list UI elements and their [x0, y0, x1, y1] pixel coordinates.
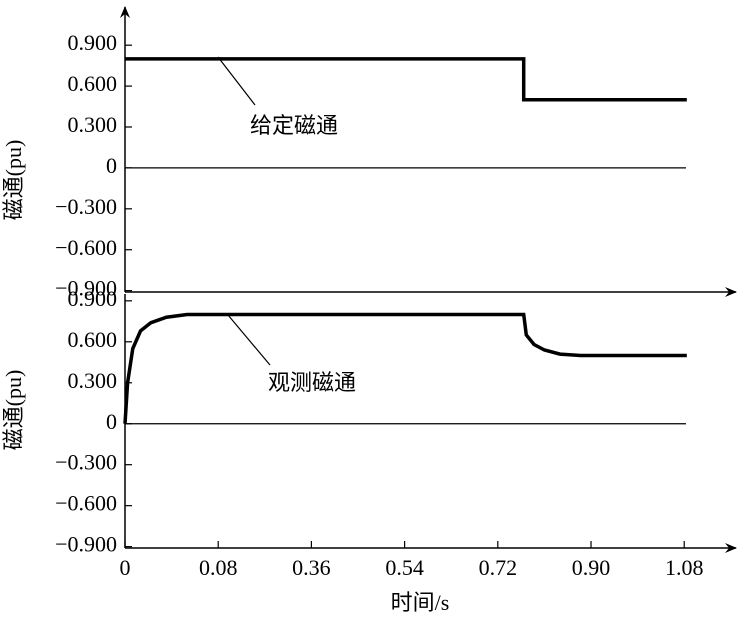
y-tick-label: −0.300: [55, 450, 117, 475]
y-axis-label: 磁通(pu): [1, 370, 26, 451]
y-tick-label: −0.600: [55, 491, 117, 516]
y-tick-label: −0.300: [55, 194, 117, 219]
y-tick-label: 0.900: [68, 30, 118, 55]
annotation: 观测磁通: [268, 370, 356, 395]
x-tick-label: 0.54: [385, 555, 424, 580]
y-tick-label: −0.900: [55, 276, 117, 301]
x-tick-label: 1.08: [665, 555, 704, 580]
x-tick-label: 0: [120, 555, 131, 580]
x-tick-label: 0.08: [199, 555, 238, 580]
y-tick-label: −0.900: [55, 532, 117, 557]
x-axis-label: 时间/s: [391, 590, 450, 615]
y-tick-label: 0.900: [68, 286, 118, 311]
x-tick-label: 0.90: [572, 555, 611, 580]
annotation-leader: [217, 56, 256, 106]
y-tick-label: 0: [106, 409, 117, 434]
y-tick-label: 0.600: [68, 71, 118, 96]
y-tick-label: 0.600: [68, 327, 118, 352]
x-tick-label: 0.36: [292, 555, 331, 580]
y-tick-label: 0.300: [68, 368, 118, 393]
y-tick-label: −0.600: [55, 235, 117, 260]
y-tick-label: 0: [106, 153, 117, 178]
y-axis-label: 磁通(pu): [1, 140, 26, 221]
annotation: 给定磁通: [250, 113, 338, 138]
annotation-leader: [227, 314, 271, 366]
data-line: [123, 312, 687, 424]
x-tick-label: 0.72: [479, 555, 518, 580]
data-line: [125, 57, 687, 102]
y-tick-label: 0.300: [68, 112, 118, 137]
